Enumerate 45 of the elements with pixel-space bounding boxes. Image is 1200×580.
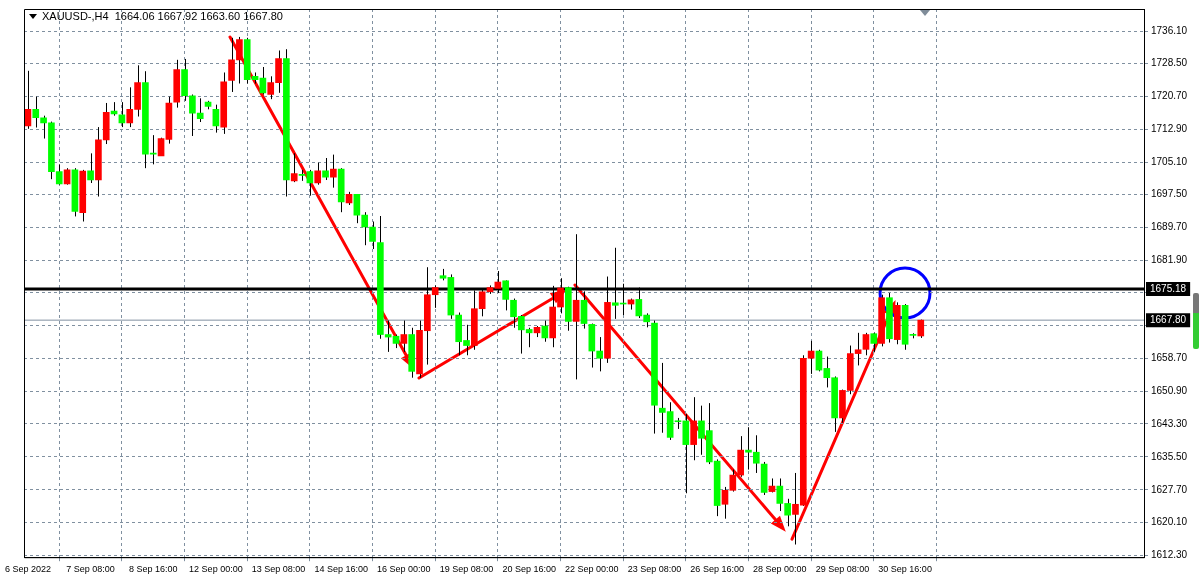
x-tick-label: 29 Sep 08:00 bbox=[815, 564, 870, 575]
y-tick-label: 1620.10 bbox=[1151, 515, 1188, 527]
candlestick bbox=[330, 154, 337, 189]
x-tick-label: 28 Sep 00:00 bbox=[753, 564, 807, 575]
x-tick-label: 30 Sep 16:00 bbox=[878, 564, 932, 575]
x-tick-label: 22 Sep 00:00 bbox=[565, 564, 619, 575]
chart-title: XAUUSD-,H4 1664.06 1667.92 1663.60 1667.80 bbox=[42, 10, 283, 23]
ref-line-label: 1675.18 bbox=[1150, 282, 1187, 294]
candlestick bbox=[290, 152, 298, 183]
x-tick-label: 16 Sep 00:00 bbox=[377, 564, 431, 575]
x-tick-label: 26 Sep 16:00 bbox=[690, 564, 744, 575]
x-tick-label: 7 Sep 08:00 bbox=[66, 564, 115, 575]
candlestick bbox=[361, 211, 369, 246]
y-tick-label: 1650.90 bbox=[1151, 385, 1188, 397]
x-tick-label: 13 Sep 08:00 bbox=[251, 564, 306, 575]
ref-line-label: 1667.80 bbox=[1150, 313, 1187, 325]
y-tick-label: 1681.90 bbox=[1151, 254, 1188, 266]
candlestick bbox=[196, 97, 204, 123]
y-tick-label: 1736.10 bbox=[1151, 24, 1188, 36]
y-tick-label: 1697.50 bbox=[1151, 188, 1188, 200]
y-tick-label: 1612.30 bbox=[1151, 548, 1188, 560]
y-tick-label: 1643.30 bbox=[1151, 417, 1188, 429]
x-tick-label: 8 Sep 16:00 bbox=[128, 564, 178, 575]
y-tick-label: 1720.70 bbox=[1151, 89, 1188, 101]
candlestick bbox=[596, 336, 603, 372]
y-tick-label: 1689.70 bbox=[1151, 221, 1188, 233]
y-tick-label: 1658.70 bbox=[1151, 352, 1188, 364]
x-tick-label: 12 Sep 00:00 bbox=[189, 564, 243, 575]
candlestick bbox=[870, 331, 878, 353]
candlestick bbox=[400, 320, 408, 353]
y-tick-label: 1627.70 bbox=[1151, 483, 1188, 495]
y-tick-label: 1728.50 bbox=[1151, 56, 1188, 68]
candlestick bbox=[862, 332, 870, 356]
candlestick bbox=[322, 157, 329, 181]
x-tick-label: 23 Sep 08:00 bbox=[627, 564, 682, 575]
candlestick bbox=[314, 162, 322, 186]
candlestick bbox=[369, 221, 376, 250]
x-tick-label: 14 Sep 16:00 bbox=[314, 564, 368, 575]
x-tick-label: 19 Sep 08:00 bbox=[439, 564, 494, 575]
y-tick-label: 1712.90 bbox=[1151, 122, 1188, 134]
y-tick-label: 1635.50 bbox=[1151, 450, 1188, 462]
y-tick-label: 1705.10 bbox=[1151, 155, 1188, 167]
x-tick-label: 20 Sep 16:00 bbox=[502, 564, 556, 575]
x-tick-label: 6 Sep 2022 bbox=[4, 564, 51, 575]
candlestick bbox=[87, 152, 94, 184]
